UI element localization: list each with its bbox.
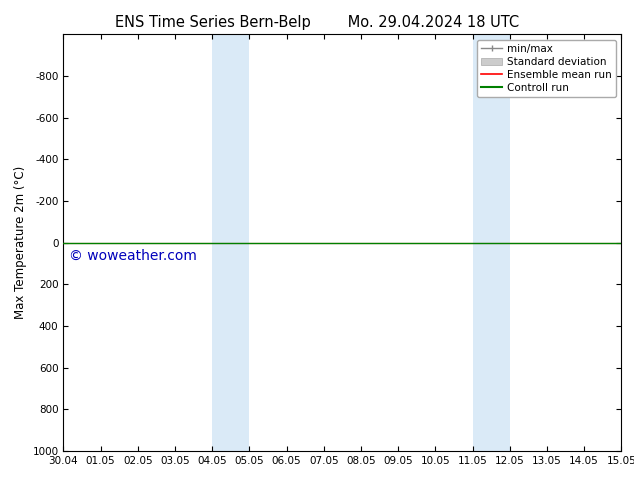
Y-axis label: Max Temperature 2m (°C): Max Temperature 2m (°C)	[14, 166, 27, 319]
Legend: min/max, Standard deviation, Ensemble mean run, Controll run: min/max, Standard deviation, Ensemble me…	[477, 40, 616, 97]
Bar	[212, 34, 249, 451]
Text: © woweather.com: © woweather.com	[69, 249, 197, 263]
Text: ENS Time Series Bern-Belp        Mo. 29.04.2024 18 UTC: ENS Time Series Bern-Belp Mo. 29.04.2024…	[115, 15, 519, 30]
Bar	[472, 34, 510, 451]
